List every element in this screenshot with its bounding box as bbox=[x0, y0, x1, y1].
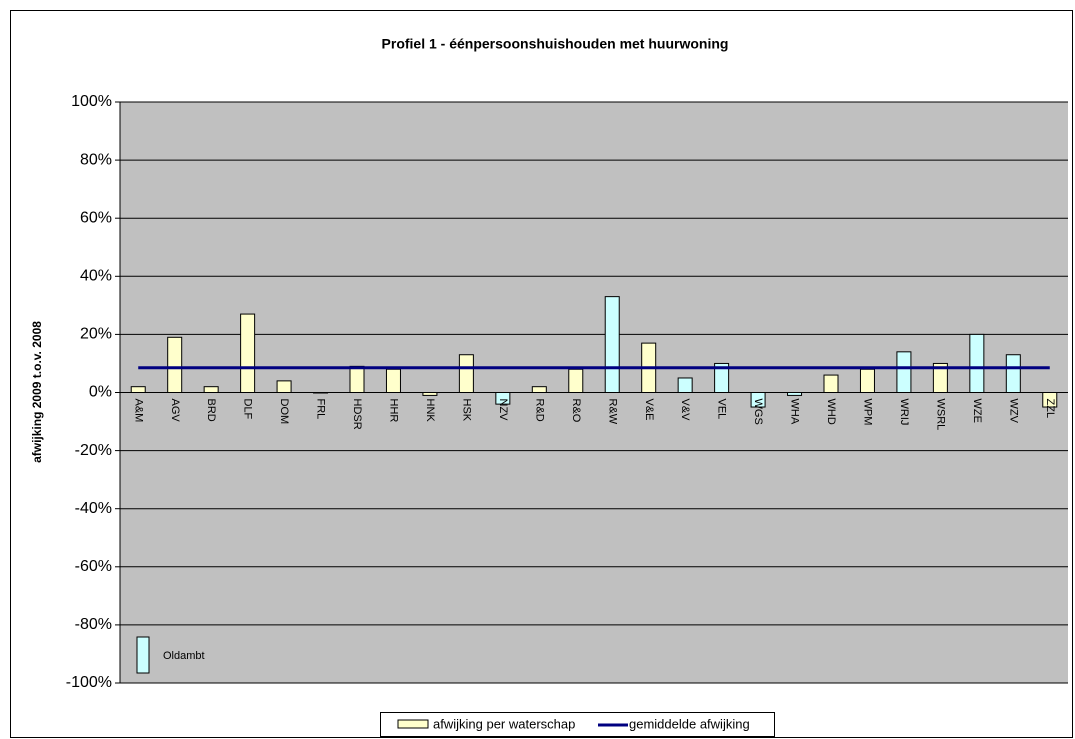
y-tick-label: -80% bbox=[75, 616, 112, 633]
x-tick-label: V&V bbox=[679, 399, 691, 422]
bar bbox=[167, 336, 183, 393]
x-tick-label: HNK bbox=[424, 399, 436, 423]
legend-box bbox=[380, 712, 775, 737]
bar bbox=[604, 296, 620, 394]
color-legend-label: Oldambt bbox=[163, 650, 205, 662]
x-tick-label: AGV bbox=[169, 399, 181, 423]
x-tick-label: WZE bbox=[971, 399, 983, 423]
bar bbox=[203, 386, 219, 394]
x-tick-label: HHR bbox=[388, 399, 400, 423]
bar bbox=[896, 351, 912, 393]
y-tick-label: 40% bbox=[80, 268, 112, 285]
x-tick-label: FRL bbox=[315, 399, 327, 420]
bar bbox=[1042, 392, 1058, 408]
bar bbox=[422, 392, 438, 396]
x-tick-label: HSK bbox=[460, 399, 472, 422]
bar bbox=[313, 392, 329, 394]
x-tick-label: DLF bbox=[242, 399, 254, 420]
x-tick-label: R&O bbox=[570, 399, 582, 423]
bar bbox=[677, 377, 693, 394]
bar bbox=[495, 392, 511, 405]
x-tick-label: WHD bbox=[825, 399, 837, 425]
bar bbox=[531, 386, 547, 394]
color-legend-swatch bbox=[136, 636, 150, 674]
bar bbox=[568, 368, 584, 394]
bar bbox=[458, 354, 474, 393]
x-tick-label: ZZL bbox=[1044, 399, 1056, 419]
legend-swatch bbox=[397, 719, 429, 729]
bar bbox=[823, 374, 839, 394]
y-tick-label: 80% bbox=[80, 151, 112, 168]
y-axis-label: afwijking 2009 t.o.v. 2008 bbox=[30, 321, 44, 463]
y-tick-label: -20% bbox=[75, 442, 112, 459]
bar bbox=[349, 365, 365, 394]
y-tick-label: -60% bbox=[75, 558, 112, 575]
legend-label: afwijking per waterschap bbox=[433, 716, 575, 731]
x-tick-label: WPM bbox=[862, 399, 874, 426]
bar bbox=[1005, 354, 1021, 393]
bar bbox=[787, 392, 803, 396]
x-tick-label: DOM bbox=[278, 399, 290, 425]
x-tick-label: V&E bbox=[643, 399, 655, 421]
bar bbox=[750, 392, 766, 408]
bar bbox=[276, 380, 292, 394]
x-tick-label: VEL bbox=[716, 399, 728, 420]
x-tick-label: NZV bbox=[497, 399, 509, 422]
bar bbox=[969, 333, 985, 393]
x-tick-label: R&W bbox=[606, 399, 618, 425]
chart-title: Profiel 1 - éénpersoonshuishouden met hu… bbox=[382, 36, 729, 52]
y-tick-label: 100% bbox=[71, 93, 112, 110]
bar bbox=[932, 362, 948, 394]
x-tick-label: R&D bbox=[533, 399, 545, 422]
y-tick-label: 60% bbox=[80, 209, 112, 226]
x-tick-label: HDSR bbox=[351, 399, 363, 430]
y-tick-label: -40% bbox=[75, 500, 112, 517]
x-tick-label: WZV bbox=[1007, 399, 1019, 424]
bar bbox=[714, 362, 730, 394]
bar bbox=[130, 386, 146, 394]
y-tick-label: 0% bbox=[89, 384, 112, 401]
legend-label: gemiddelde afwijking bbox=[629, 716, 750, 731]
bar bbox=[240, 313, 256, 393]
bar bbox=[385, 368, 401, 394]
y-tick-label: 20% bbox=[80, 326, 112, 343]
bar bbox=[859, 368, 875, 394]
x-tick-label: A&M bbox=[132, 399, 144, 423]
x-tick-label: BRD bbox=[205, 399, 217, 422]
x-tick-label: WHA bbox=[789, 399, 801, 425]
x-tick-label: WSRL bbox=[934, 399, 946, 431]
x-tick-label: WGS bbox=[752, 399, 764, 425]
y-tick-label: -100% bbox=[66, 674, 112, 691]
x-tick-label: WRIJ bbox=[898, 399, 910, 426]
